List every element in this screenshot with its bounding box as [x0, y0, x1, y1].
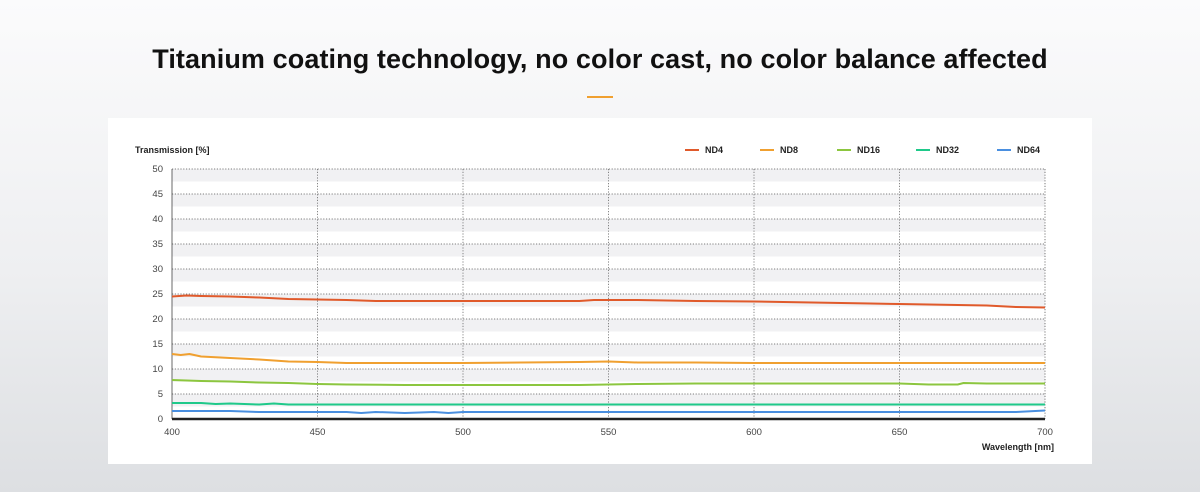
- y-tick-label: 20: [152, 314, 163, 325]
- legend-label-nd32: ND32: [936, 145, 959, 155]
- x-tick-label: 400: [164, 427, 180, 438]
- chart-axes: 0 5 10 15 20 25 30 35 40 45 50 400 450 500 550 600 650 70…: [152, 164, 1053, 438]
- y-tick-label: 5: [158, 389, 163, 400]
- chart-band: [172, 319, 1045, 332]
- legend-label-nd16: ND16: [857, 145, 880, 155]
- x-tick-label: 600: [746, 427, 762, 438]
- x-tick-label: 550: [601, 427, 617, 438]
- y-tick-label: 40: [152, 214, 163, 225]
- series-line-nd32: [172, 402, 1045, 406]
- series-line-nd4: [171, 294, 1046, 309]
- y-tick-label: 50: [152, 164, 163, 175]
- y-tick-label: 10: [152, 364, 163, 375]
- y-tick-label: 0: [158, 414, 163, 425]
- y-tick-label: 30: [152, 264, 163, 275]
- y-tick-label: 35: [152, 239, 163, 250]
- legend-label-nd8: ND8: [780, 145, 798, 155]
- transmission-chart-card: 0 5 10 15 20 25 30 35 40 45 50 400 450 500 550 600 650 70…: [108, 118, 1092, 464]
- y-tick-label: 25: [152, 289, 163, 300]
- chart-band: [172, 394, 1045, 407]
- title-accent-rule: [587, 96, 613, 98]
- x-tick-label: 450: [310, 427, 326, 438]
- chart-band: [172, 344, 1045, 357]
- y-tick-label: 15: [152, 339, 163, 350]
- x-tick-label: 650: [892, 427, 908, 438]
- legend-label-nd64: ND64: [1017, 145, 1040, 155]
- transmission-chart: 0 5 10 15 20 25 30 35 40 45 50 400 450 500 550 600 650 70…: [135, 145, 1054, 452]
- x-tick-label: 500: [455, 427, 471, 438]
- chart-band: [172, 269, 1045, 282]
- x-axis-label: Wavelength [nm]: [982, 442, 1054, 452]
- chart-band: [172, 369, 1045, 382]
- series-line-nd16: [171, 379, 1045, 386]
- x-tick-label: 700: [1037, 427, 1053, 438]
- series-line-nd64: [172, 409, 1046, 414]
- legend-label-nd4: ND4: [705, 145, 723, 155]
- series-line-nd8: [171, 353, 1045, 364]
- page-title: Titanium coating technology, no color ca…: [152, 44, 1048, 74]
- y-axis-label: Transmission [%]: [135, 145, 210, 155]
- chart-grid: [172, 168, 1045, 419]
- y-tick-label: 45: [152, 189, 163, 200]
- chart-series: [171, 294, 1046, 414]
- chart-legend: ND4 ND8 ND16 ND32 ND64: [685, 145, 1040, 155]
